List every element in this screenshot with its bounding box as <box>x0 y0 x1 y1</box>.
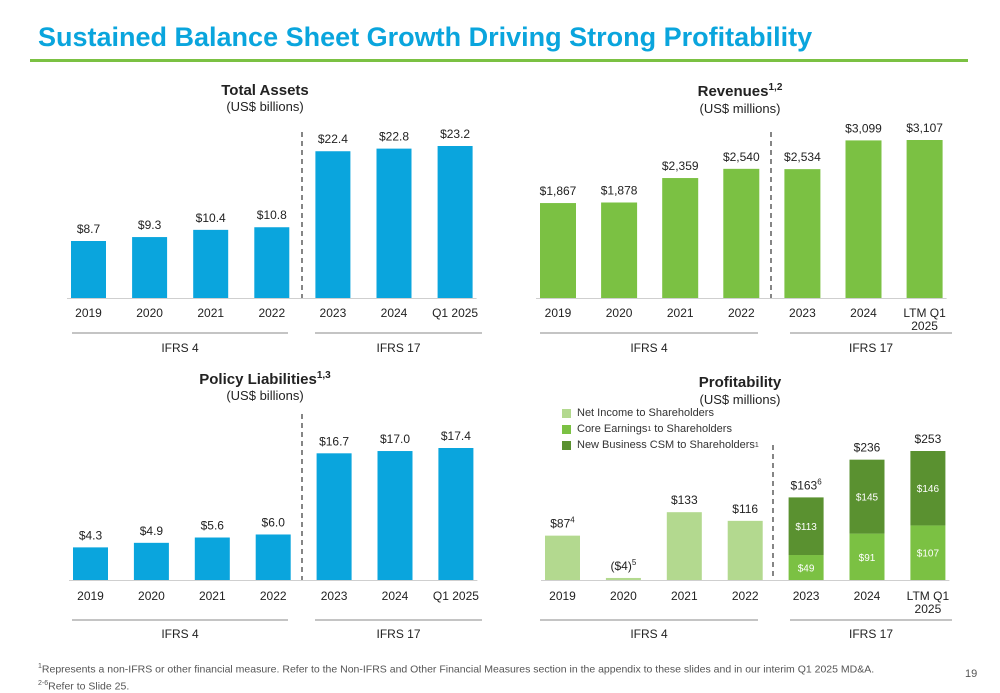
profitability-net-income-bar <box>606 578 641 580</box>
profitability-net-income-label: $116 <box>732 502 758 516</box>
profitability-net-income-sup: 5 <box>632 558 637 567</box>
profitability-net-income-bar <box>728 521 763 580</box>
footnotes: 1Represents a non-IFRS or other financia… <box>38 660 874 693</box>
profitability-category-label: LTM Q1 <box>907 589 950 603</box>
profitability-category-label: 2019 <box>549 589 576 603</box>
footnote-2-sup: 2-6 <box>38 680 48 687</box>
profitability-net-income-label: ($4)5 <box>611 558 637 573</box>
profitability-category-label: 2023 <box>793 589 820 603</box>
footnote-1-text: Represents a non-IFRS or other financial… <box>42 664 874 676</box>
profitability-new-business-csm-label: $113 <box>795 522 817 533</box>
profitability-total-label: $236 <box>854 441 881 455</box>
profitability-net-income-bar <box>545 536 580 580</box>
footnote-2-text: Refer to Slide 25. <box>48 680 129 692</box>
profitability-core-earnings-label: $91 <box>859 553 876 564</box>
profitability-group-label: IFRS 4 <box>630 627 668 641</box>
profitability-category-label: 2020 <box>610 589 637 603</box>
profitability-net-income-label: $133 <box>671 493 698 507</box>
profitability-category-label: 2022 <box>732 589 759 603</box>
profitability-core-earnings-label: $107 <box>917 549 940 560</box>
profitability-net-income-sup: 4 <box>570 516 575 525</box>
page-number: 19 <box>965 668 977 680</box>
profitability-total-label: $253 <box>915 432 942 446</box>
profitability-category-label: 2021 <box>671 589 698 603</box>
profitability-net-income-bar <box>667 512 702 580</box>
profitability-new-business-csm-label: $146 <box>917 484 940 495</box>
profitability-group-label: IFRS 17 <box>849 627 893 641</box>
profitability-category-label: 2024 <box>854 589 881 603</box>
profitability-total-sup: 6 <box>817 477 822 486</box>
profitability-total-label: $1636 <box>791 477 823 492</box>
profitability-category-label: 2025 <box>915 602 942 616</box>
footnote-1: 1Represents a non-IFRS or other financia… <box>38 660 874 677</box>
profitability-core-earnings-label: $49 <box>798 564 815 575</box>
profitability-net-income-label: $874 <box>550 516 575 531</box>
profitability-new-business-csm-label: $145 <box>856 493 879 504</box>
